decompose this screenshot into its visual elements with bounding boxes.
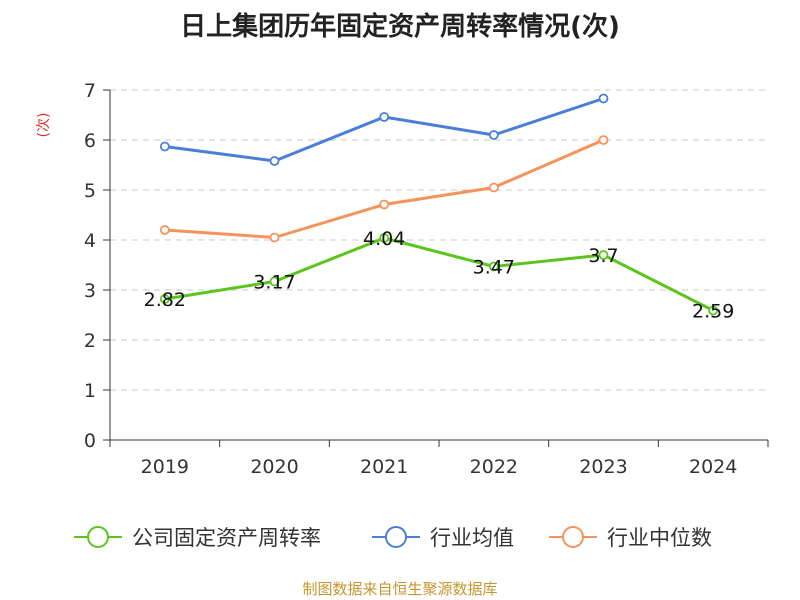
x-tick-label: 2019 [141,456,189,478]
legend-marker [385,526,407,548]
x-tick-label: 2021 [360,456,408,478]
legend-label[interactable]: 行业均值 [430,526,514,550]
data-point [159,225,170,235]
y-tick-label: 1 [84,380,96,402]
y-tick-label: 6 [84,130,96,152]
x-tick-label: 2022 [470,456,518,478]
legend-label[interactable]: 公司固定资产周转率 [132,526,321,550]
y-tick-label: 7 [84,80,96,102]
legend-marker [87,526,109,548]
y-tick-label: 4 [84,230,96,252]
data-point [488,130,499,140]
data-point [269,232,280,243]
chart-title: 日上集团历年固定资产周转率情况(次) [180,12,620,42]
data-label: 2.82 [144,289,186,311]
data-point [598,135,609,145]
legend-label[interactable]: 行业中位数 [607,526,712,550]
series-line [164,97,604,163]
series-line [164,236,714,312]
axes: 0 1 2 3 4 5 6 7 2019 2020 2021 2022 2023 2024 [84,80,769,478]
data-point [598,250,609,260]
data-point [159,141,170,152]
data-point [269,156,280,166]
x-tick-label: 2024 [689,456,737,478]
data-point [379,112,390,122]
data-label: 3.17 [253,272,295,294]
legend-marker [562,526,584,548]
y-tick-label: 2 [84,330,96,352]
series-layer [159,93,719,316]
data-label: 4.04 [363,228,405,250]
data-point [708,305,719,316]
legend[interactable]: 公司固定资产周转率 行业均值 行业中位数 [74,526,712,550]
data-label: 3.7 [588,245,618,267]
y-tick-label: 5 [84,180,96,202]
data-point [269,276,280,287]
data-label: 2.59 [692,301,734,323]
source-note: 制图数据来自恒生聚源数据库 [302,580,498,598]
line-chart: 0 1 2 3 4 5 6 7 2019 2020 2021 2022 2023 2024 (次) 2.8… [36,80,769,550]
data-label: 3.47 [473,257,515,279]
y-tick-label: 0 [84,430,96,452]
data-point [379,199,390,210]
data-point [159,294,170,304]
data-labels: 2.82 3.17 4.04 3.47 3.7 2.59 [144,228,735,323]
data-point [488,182,499,193]
data-point [488,261,499,272]
data-point [598,93,609,104]
x-tick-label: 2020 [250,456,298,478]
data-point [379,233,390,243]
y-axis-label: (次) [36,113,52,138]
y-tick-label: 3 [84,280,96,302]
grid-lines [110,89,768,391]
x-tick-label: 2023 [579,456,627,478]
